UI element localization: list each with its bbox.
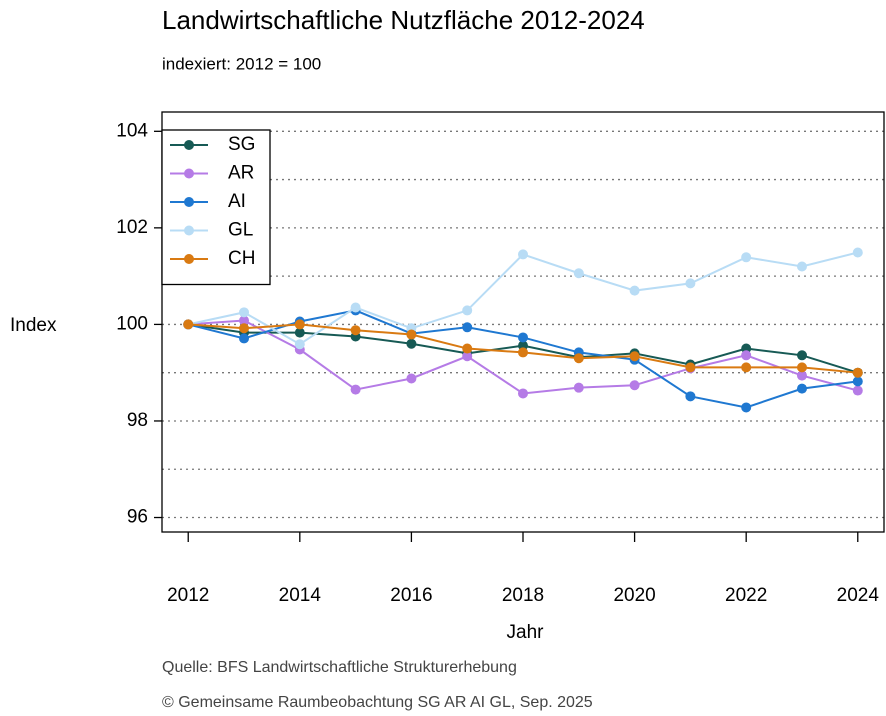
data-point (573, 268, 584, 279)
data-point (685, 278, 696, 289)
data-point (239, 307, 250, 318)
chart-subtitle: indexiert: 2012 = 100 (162, 54, 321, 73)
y-tick-label: 102 (116, 217, 148, 238)
source: Quelle: BFS Landwirtschaftliche Struktur… (162, 659, 517, 676)
data-point (183, 319, 194, 330)
data-point (406, 329, 417, 340)
legend-label: AI (228, 191, 246, 212)
x-tick-label: 2016 (390, 585, 432, 606)
chart-title: Landwirtschaftliche Nutzfläche 2012-2024 (162, 5, 645, 35)
data-point (741, 252, 752, 263)
legend-marker (184, 140, 194, 150)
data-point (741, 350, 752, 361)
data-point (239, 333, 250, 344)
x-tick-label: 2014 (279, 585, 322, 606)
legend-marker (184, 197, 194, 207)
plot-frame (161, 111, 885, 533)
data-point (741, 402, 752, 413)
data-point (685, 362, 696, 373)
y-tick-label: 96 (127, 507, 148, 528)
data-point (462, 351, 473, 362)
data-point (852, 385, 863, 396)
data-point (796, 370, 807, 381)
data-point (629, 380, 640, 391)
legend-label: CH (228, 248, 255, 269)
data-point (239, 315, 250, 326)
data-point (350, 302, 361, 313)
legend-marker (184, 168, 194, 179)
data-point (796, 350, 807, 361)
data-point (350, 384, 361, 395)
data-point (852, 376, 863, 387)
legend-marker (184, 254, 194, 264)
x-tick-label: 2022 (725, 585, 767, 606)
data-point (796, 261, 807, 272)
data-point (573, 353, 584, 364)
data-point (350, 325, 361, 336)
data-point (406, 373, 417, 384)
data-point (796, 362, 807, 373)
data-point (518, 388, 528, 399)
x-tick-label: 2020 (613, 585, 655, 606)
data-point (629, 351, 640, 362)
copyright: © Gemeinsame Raumbeobachtung SG AR AI GL… (162, 694, 593, 711)
legend-label: GL (228, 220, 253, 241)
data-point (518, 249, 528, 260)
x-tick-label: 2024 (837, 585, 880, 606)
data-point (294, 327, 305, 338)
data-point (239, 323, 250, 334)
data-point (462, 322, 473, 333)
x-axis-label: Jahr (507, 622, 545, 643)
y-tick-label: 98 (127, 410, 148, 431)
data-point (852, 247, 863, 258)
x-tick-label: 2012 (167, 585, 209, 606)
data-point (294, 339, 305, 350)
data-point (573, 382, 584, 393)
legend-label: SG (228, 134, 255, 155)
data-point (796, 383, 807, 394)
data-point (406, 338, 417, 349)
series-line (188, 251, 859, 346)
data-point (462, 305, 473, 316)
data-point (462, 343, 473, 354)
data-point (518, 332, 528, 343)
data-point (852, 367, 863, 378)
y-tick-label: 100 (116, 313, 148, 334)
legend-marker (184, 225, 194, 236)
data-point (294, 319, 305, 330)
y-axis-label: Index (10, 315, 57, 336)
x-tick-label: 2018 (502, 585, 544, 606)
y-tick-label: 104 (116, 120, 148, 141)
data-point (685, 391, 696, 402)
data-point (518, 347, 528, 358)
data-point (741, 362, 752, 373)
data-point (629, 285, 640, 296)
legend-label: AR (228, 163, 254, 184)
